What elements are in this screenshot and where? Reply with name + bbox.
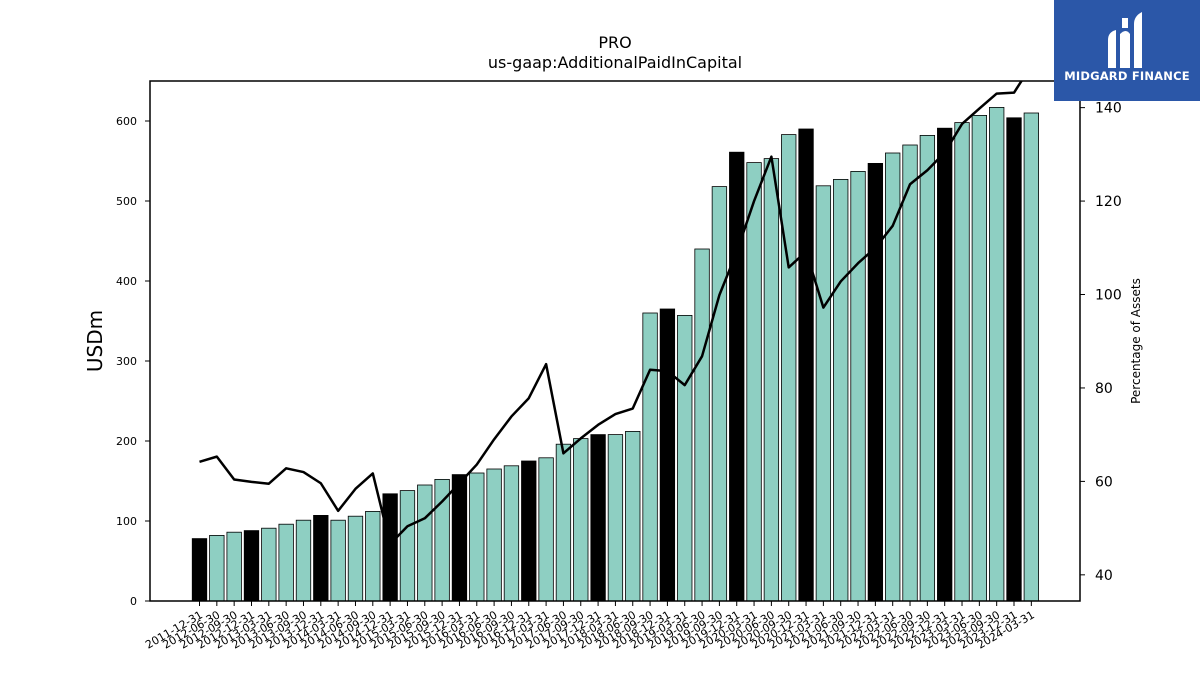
bar-2018-06-30 [625,430,641,602]
bar-2017-03-31 [538,457,554,602]
bar-2014-12-31 [382,493,398,602]
y2-tick-label: 120 [1095,194,1122,210]
x-axis: 2011-12-312012-06-302012-09-302012-12-31… [143,601,1037,652]
bar-2019-03-31 [677,314,693,602]
bar-2018-03-31 [607,434,624,602]
bar-2023-03-31 [954,122,970,602]
bar-2018-09-30 [642,312,658,602]
bar-2014-06-30 [347,515,364,602]
bar-2017-06-30 [555,443,572,602]
y-tick-label: 200 [116,435,137,448]
chart-title: PRO [598,33,631,52]
bar-2013-12-31 [313,515,329,602]
y2-tick-label: 140 [1095,101,1122,117]
y2-axis-label: Percentage of Assets [1129,278,1143,404]
y2-tick-label: 60 [1095,474,1113,490]
y-tick-label: 0 [130,595,137,608]
bar-2021-06-30 [833,178,849,602]
brand-name: MIDGARD FINANCE [1064,69,1190,83]
bar-2011-12-31 [191,538,208,602]
bar-2013-06-30 [278,523,294,602]
y2-tick-label: 40 [1095,568,1113,584]
bar-2022-12-31 [937,127,953,602]
bar-2012-12-31 [243,530,260,602]
percentage-of-assets-line [199,81,1023,546]
bar-2017-09-30 [573,438,589,602]
bar-2019-09-30 [711,186,728,602]
bar-2021-12-31 [867,162,884,602]
y-tick-label: 600 [116,115,137,128]
bar-2015-03-31 [399,490,416,602]
brand-logo: MIDGARD FINANCE [1054,0,1200,101]
bar-2020-03-31 [746,162,762,602]
y2-tick-label: 100 [1095,288,1122,304]
bar-2023-06-30 [971,115,987,602]
bar-2016-03-31 [469,472,485,602]
bar-2017-12-31 [590,434,606,602]
bar-2014-03-31 [330,519,346,602]
bar-2016-06-30 [486,468,502,602]
y-tick-label: 400 [116,275,137,288]
bar-2022-09-30 [919,134,936,602]
bar-2024-03-31 [1023,112,1039,602]
bar-2016-12-31 [521,460,537,602]
chart-subtitle: us-gaap:AdditionalPaidInCapital [488,53,742,72]
y-axis-label: USDm [83,310,107,372]
bar-2018-12-31 [659,308,676,602]
bar-2019-12-31 [729,151,745,602]
y-tick-label: 300 [116,355,137,368]
bar-2012-06-30 [209,535,225,602]
bar-2012-09-30 [226,531,242,602]
bar-2013-03-31 [261,527,277,602]
y-tick-label: 500 [116,195,137,208]
bar-2019-06-30 [694,248,710,602]
bar-2022-06-30 [902,144,918,602]
bar-2020-09-30 [781,134,797,602]
y-axis-left: 0 100 200 300 400 500 600 [116,115,150,608]
y2-tick-label: 80 [1095,381,1113,397]
bar-2015-06-30 [417,484,433,602]
bar-2022-03-31 [885,152,901,602]
line-layer [199,81,1023,546]
y-axis-right: 40 60 80 100 120 140 [1080,101,1122,584]
bar-2020-12-31 [798,128,814,602]
bar-2013-09-30 [295,519,312,602]
midgard-logo-icon [1108,12,1142,68]
bar-2015-12-31 [451,474,468,602]
bar-2021-09-30 [850,170,866,602]
bar-2014-09-30 [365,510,381,602]
bar-2023-09-30 [989,107,1005,602]
y-tick-label: 100 [116,515,137,528]
bar-2021-03-31 [815,185,832,602]
bar-2023-12-31 [1006,117,1022,602]
bar-2016-09-30 [503,465,520,602]
bar-2020-06-30 [763,158,780,602]
